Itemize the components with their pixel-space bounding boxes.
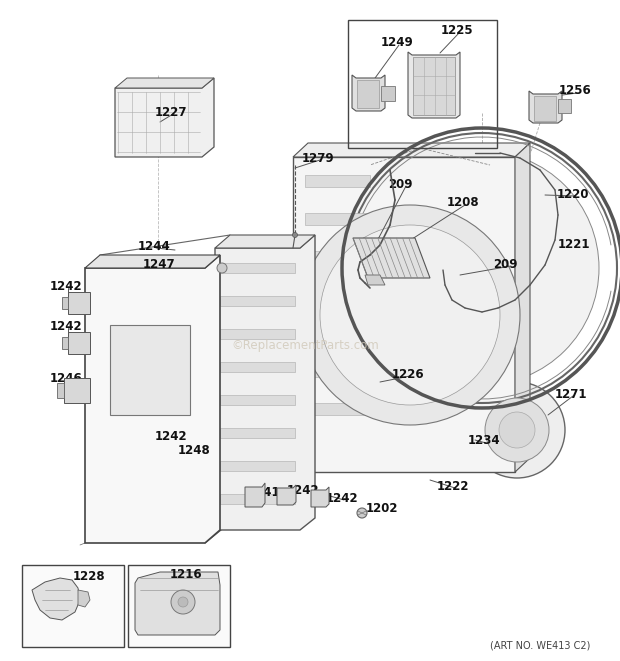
Polygon shape: [215, 235, 315, 530]
Bar: [305, 403, 370, 415]
Bar: [305, 365, 370, 377]
Text: 1244: 1244: [138, 239, 170, 253]
Text: 1202: 1202: [366, 502, 399, 516]
Text: 1208: 1208: [447, 196, 480, 210]
Circle shape: [293, 233, 298, 237]
Text: 1271: 1271: [555, 387, 588, 401]
Text: 1226: 1226: [392, 368, 425, 381]
Text: 1221: 1221: [558, 237, 590, 251]
Polygon shape: [277, 485, 296, 505]
Text: 1249: 1249: [381, 36, 414, 50]
Circle shape: [485, 398, 549, 462]
Text: 1242: 1242: [50, 280, 82, 293]
Text: 1256: 1256: [559, 85, 591, 98]
Polygon shape: [115, 78, 214, 157]
Bar: [220, 395, 295, 405]
Text: 209: 209: [493, 258, 518, 270]
Text: 1234: 1234: [468, 434, 500, 447]
Circle shape: [300, 205, 520, 425]
Bar: [220, 494, 295, 504]
Text: 1279: 1279: [302, 151, 335, 165]
Bar: [348, 20, 497, 148]
Circle shape: [499, 412, 535, 448]
Bar: [534, 96, 556, 121]
Polygon shape: [293, 157, 515, 472]
Bar: [220, 296, 295, 306]
Bar: [305, 289, 370, 301]
Bar: [381, 86, 395, 101]
Polygon shape: [115, 78, 214, 88]
Bar: [22, 565, 124, 647]
Circle shape: [365, 151, 599, 385]
Polygon shape: [245, 483, 265, 507]
Circle shape: [171, 590, 195, 614]
Text: 209: 209: [388, 178, 412, 190]
Polygon shape: [57, 383, 64, 398]
Polygon shape: [135, 572, 220, 635]
Polygon shape: [85, 255, 220, 268]
Text: 1220: 1220: [557, 188, 590, 200]
Polygon shape: [311, 487, 329, 507]
Polygon shape: [515, 143, 530, 472]
Polygon shape: [529, 91, 562, 123]
Circle shape: [469, 382, 565, 478]
Circle shape: [217, 263, 227, 273]
Polygon shape: [68, 332, 90, 354]
Polygon shape: [62, 297, 68, 309]
Polygon shape: [78, 590, 90, 607]
Polygon shape: [365, 275, 385, 285]
Text: 1216: 1216: [170, 568, 203, 580]
Polygon shape: [64, 378, 90, 403]
Text: 1246: 1246: [50, 373, 82, 385]
Bar: [128, 565, 230, 647]
Bar: [220, 428, 295, 438]
Polygon shape: [68, 292, 90, 314]
Polygon shape: [353, 238, 430, 278]
Text: 1242: 1242: [50, 319, 82, 332]
Circle shape: [178, 597, 188, 607]
Text: (ART NO. WE413 C2): (ART NO. WE413 C2): [490, 640, 590, 650]
Bar: [220, 362, 295, 372]
Text: 1227: 1227: [155, 106, 187, 118]
Text: 1242: 1242: [155, 430, 188, 442]
Bar: [357, 80, 379, 108]
Bar: [305, 213, 370, 225]
Bar: [220, 329, 295, 339]
Bar: [305, 327, 370, 339]
Polygon shape: [32, 578, 80, 620]
Bar: [558, 99, 571, 113]
Text: 1242: 1242: [326, 492, 358, 504]
Text: 1241: 1241: [248, 486, 281, 500]
Bar: [305, 251, 370, 263]
Circle shape: [357, 508, 367, 518]
Polygon shape: [408, 52, 460, 118]
Polygon shape: [293, 143, 530, 157]
Text: 1242: 1242: [287, 485, 320, 498]
Bar: [220, 461, 295, 471]
Text: 1247: 1247: [143, 258, 175, 270]
Text: 1222: 1222: [437, 479, 469, 492]
Text: ©ReplacementParts.com: ©ReplacementParts.com: [231, 338, 379, 352]
Text: 1225: 1225: [441, 24, 474, 38]
Polygon shape: [110, 325, 190, 415]
Polygon shape: [62, 337, 68, 349]
Bar: [305, 175, 370, 187]
Polygon shape: [215, 235, 315, 248]
Polygon shape: [352, 75, 385, 111]
Bar: [220, 263, 295, 273]
Text: 1228: 1228: [73, 570, 105, 582]
Text: 1248: 1248: [178, 444, 211, 457]
Circle shape: [320, 225, 500, 405]
Bar: [413, 57, 455, 115]
Polygon shape: [85, 255, 220, 543]
